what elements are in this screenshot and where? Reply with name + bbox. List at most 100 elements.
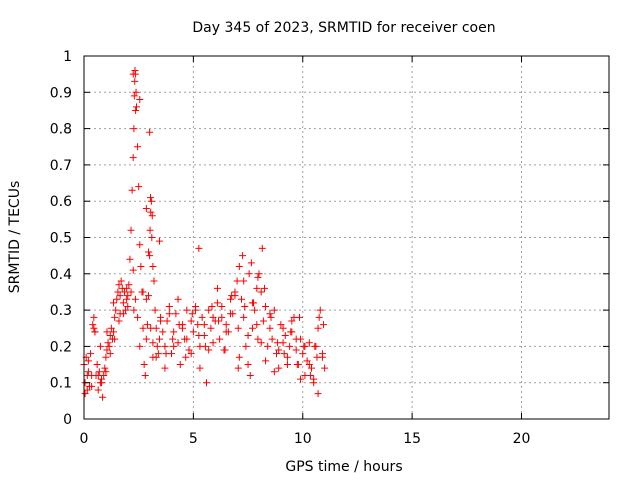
- data-point: [254, 335, 262, 343]
- data-point: [283, 361, 291, 369]
- data-point: [83, 386, 91, 394]
- x-tick-label: 15: [403, 431, 421, 447]
- data-point: [96, 342, 104, 350]
- data-point: [148, 234, 156, 241]
- data-point: [187, 350, 195, 358]
- data-point: [292, 335, 300, 343]
- y-tick-label: 0: [63, 412, 72, 428]
- x-axis-label: GPS time / hours: [285, 459, 402, 475]
- data-point: [149, 353, 157, 361]
- data-point: [235, 263, 243, 271]
- data-point: [213, 284, 221, 292]
- data-point: [244, 361, 252, 369]
- data-point: [102, 353, 110, 361]
- data-point: [123, 295, 131, 303]
- data-point: [129, 154, 137, 162]
- data-point: [234, 364, 242, 372]
- data-point: [132, 88, 140, 96]
- data-point: [310, 375, 318, 383]
- data-point: [170, 342, 178, 350]
- data-point: [117, 277, 125, 285]
- data-point: [147, 208, 155, 216]
- data-point: [101, 364, 109, 372]
- x-tick-label: 5: [189, 431, 198, 447]
- data-point: [81, 390, 89, 398]
- data-point: [192, 306, 200, 314]
- grid-lines: [84, 56, 609, 419]
- data-point: [126, 255, 134, 263]
- data-point: [209, 313, 217, 321]
- data-point: [200, 321, 208, 329]
- data-point: [115, 281, 123, 289]
- data-point: [148, 212, 156, 220]
- data-point: [139, 324, 147, 332]
- data-point: [311, 342, 319, 350]
- data-point: [145, 292, 153, 300]
- data-point: [161, 364, 169, 372]
- data-point: [248, 324, 256, 332]
- data-point: [277, 321, 285, 329]
- x-tick-label: 20: [513, 431, 531, 447]
- data-point: [208, 302, 216, 310]
- data-point: [134, 313, 142, 321]
- data-point: [122, 306, 130, 314]
- data-point: [90, 313, 98, 321]
- y-tick-label: 0.3: [50, 303, 72, 319]
- data-point: [320, 321, 328, 329]
- data-point: [83, 371, 91, 379]
- data-point: [129, 70, 137, 78]
- data-point: [170, 328, 178, 336]
- data-point: [258, 244, 266, 252]
- data-point: [143, 321, 151, 329]
- data-point: [116, 310, 124, 318]
- y-tick-label: 0.1: [50, 376, 72, 392]
- data-point: [119, 299, 127, 307]
- data-point: [142, 295, 150, 303]
- data-point: [130, 306, 138, 314]
- data-point: [218, 313, 226, 321]
- data-point: [90, 324, 98, 332]
- data-point: [185, 346, 193, 354]
- data-point: [102, 368, 110, 376]
- data-point: [286, 342, 294, 350]
- data-point: [234, 324, 242, 332]
- data-point: [169, 335, 177, 343]
- data-point: [250, 299, 258, 307]
- data-point: [130, 92, 138, 100]
- y-tick-label: 0.6: [50, 194, 72, 210]
- data-point: [157, 317, 165, 325]
- data-point: [266, 310, 274, 318]
- data-point: [318, 350, 326, 358]
- data-point: [254, 273, 262, 281]
- data-point: [146, 226, 154, 234]
- data-point: [305, 361, 313, 369]
- data-point: [111, 335, 119, 343]
- data-point: [104, 339, 112, 347]
- chart-title: Day 345 of 2023, SRMTID for receiver coe…: [192, 20, 495, 36]
- data-point: [295, 313, 303, 321]
- data-point: [87, 350, 95, 358]
- data-point: [299, 350, 307, 358]
- data-point: [182, 353, 190, 361]
- data-point: [198, 313, 206, 321]
- data-point: [127, 226, 135, 234]
- data-point: [113, 295, 121, 303]
- data-point: [209, 339, 217, 347]
- data-point: [124, 302, 132, 310]
- data-point: [316, 306, 324, 314]
- data-point: [165, 310, 173, 318]
- data-point: [149, 263, 157, 271]
- data-point: [159, 328, 167, 336]
- data-point: [218, 302, 226, 310]
- data-point: [288, 317, 296, 325]
- y-tick-label: 0.9: [50, 85, 72, 101]
- data-point: [205, 346, 213, 354]
- data-point: [176, 361, 184, 369]
- data-point: [137, 263, 145, 271]
- data-point: [257, 339, 265, 347]
- data-point: [139, 288, 147, 296]
- y-tick-label: 1: [63, 49, 72, 65]
- data-point: [287, 328, 295, 336]
- data-point: [94, 371, 102, 379]
